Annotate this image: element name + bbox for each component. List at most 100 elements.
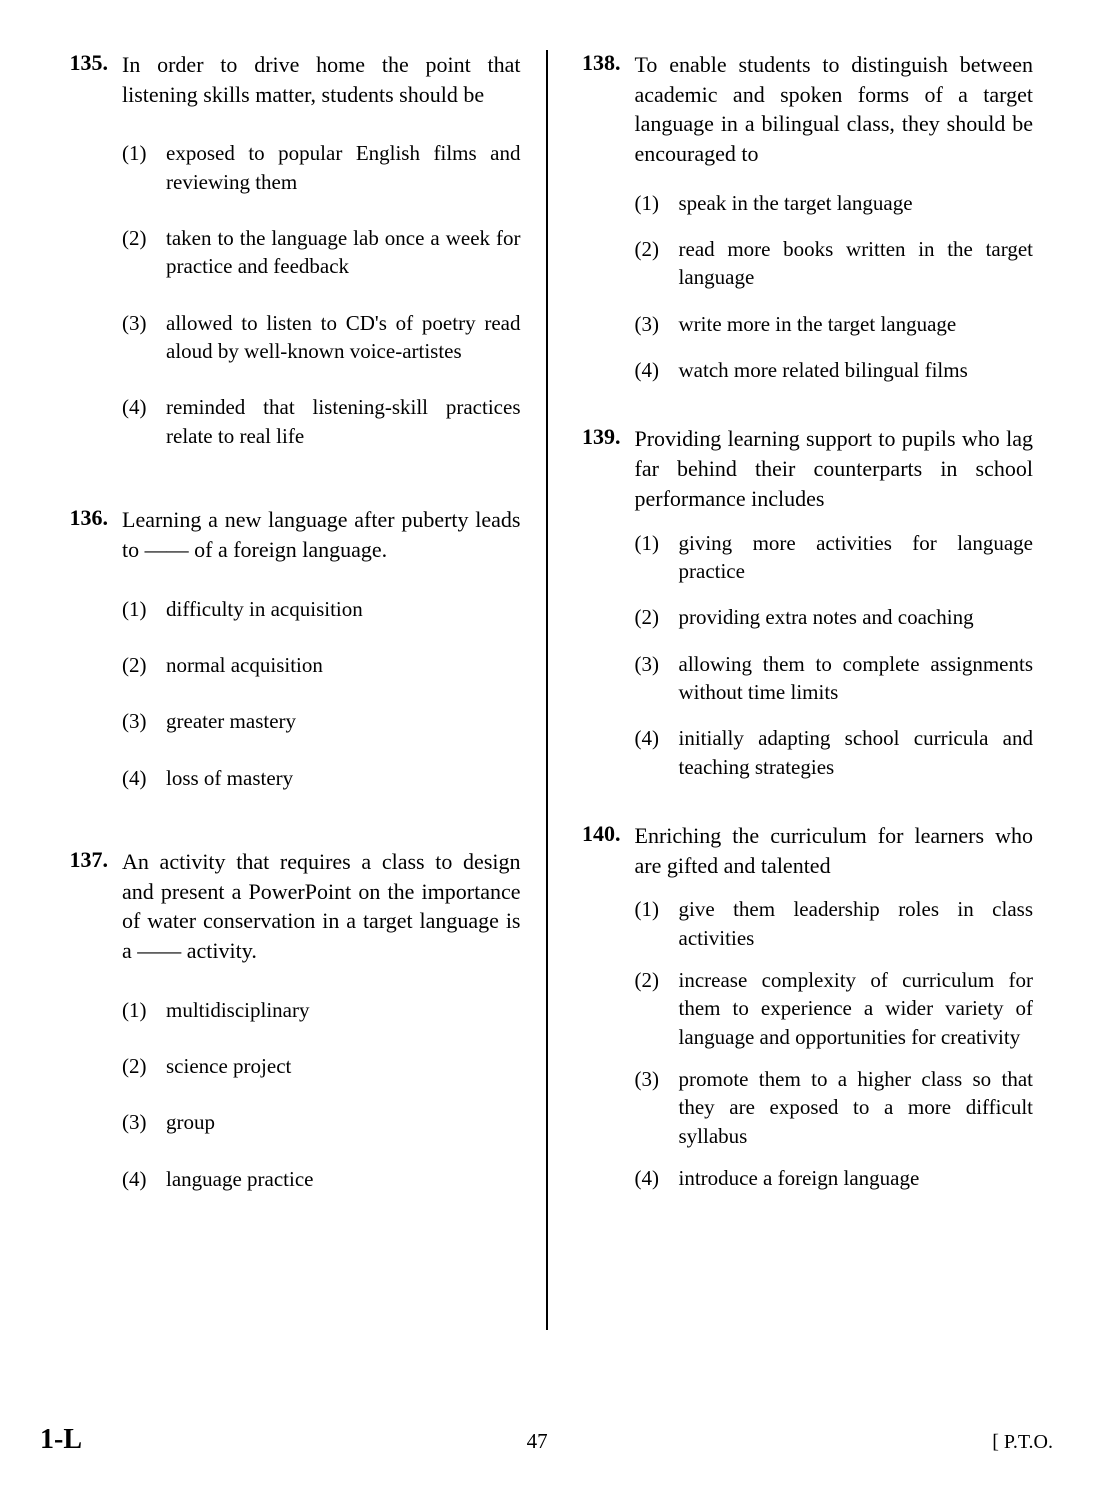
option: (3) allowing them to complete assignments… bbox=[635, 650, 1034, 707]
option: (1)exposed to popular English films and … bbox=[122, 139, 521, 196]
option: (4) language practice bbox=[122, 1165, 521, 1193]
option-text: multidisciplinary bbox=[166, 996, 521, 1024]
option: (2) read more books written in the target… bbox=[635, 235, 1034, 292]
option-text: difficulty in acquisition bbox=[166, 595, 521, 623]
option: (2)science project bbox=[122, 1052, 521, 1080]
option-number: (2) bbox=[122, 651, 154, 679]
option-text: reminded that listening-skill practices … bbox=[166, 393, 521, 450]
option-number: (1) bbox=[122, 996, 154, 1024]
options-list: (1)exposed to popular English films and … bbox=[60, 139, 521, 450]
option: (4)initially adapting school curricula a… bbox=[635, 724, 1034, 781]
question-137: 137. An activity that requires a class t… bbox=[60, 847, 521, 1193]
option: (4) loss of mastery bbox=[122, 764, 521, 792]
option-number: (3) bbox=[635, 650, 667, 678]
page-footer: 1-L 47 [ P.T.O. bbox=[40, 1424, 1053, 1456]
option: (2) taken to the language lab once a week… bbox=[122, 224, 521, 281]
question-stem: An activity that requires a class to des… bbox=[122, 847, 521, 966]
exam-page: 135. In order to drive home the point th… bbox=[0, 0, 1093, 1486]
column-divider bbox=[546, 50, 548, 1330]
option-text: read more books written in the target la… bbox=[679, 235, 1034, 292]
option: (3) greater mastery bbox=[122, 707, 521, 735]
option-number: (4) bbox=[122, 393, 154, 421]
option-text: introduce a foreign language bbox=[679, 1164, 1034, 1192]
options-list: (1)multidisciplinary (2)science project … bbox=[60, 996, 521, 1193]
option-number: (3) bbox=[635, 1065, 667, 1093]
option-number: (1) bbox=[122, 139, 154, 167]
question-number: 140. bbox=[573, 821, 621, 847]
option: (1) speak in the target language bbox=[635, 189, 1034, 217]
option-text: initially adapting school curricula and … bbox=[679, 724, 1034, 781]
question-row: 135. In order to drive home the point th… bbox=[60, 50, 521, 109]
option: (4) reminded that listening-skill practic… bbox=[122, 393, 521, 450]
question-row: 139. Providing learning support to pupil… bbox=[573, 424, 1034, 513]
option: (3) write more in the target language bbox=[635, 310, 1034, 338]
question-stem: To enable students to distinguish betwee… bbox=[635, 50, 1034, 169]
question-139: 139. Providing learning support to pupil… bbox=[573, 424, 1034, 780]
options-list: (1) give them leadership roles in class a… bbox=[573, 895, 1034, 1192]
options-list: (1) speak in the target language (2) read … bbox=[573, 189, 1034, 385]
question-number: 138. bbox=[573, 50, 621, 76]
option-text: allowing them to complete assignments wi… bbox=[679, 650, 1034, 707]
option: (2) increase complexity of curriculum for… bbox=[635, 966, 1034, 1051]
question-number: 139. bbox=[573, 424, 621, 450]
option-text: giving more activities for language prac… bbox=[679, 529, 1034, 586]
option-number: (3) bbox=[122, 707, 154, 735]
option-number: (1) bbox=[635, 895, 667, 923]
option-text: greater mastery bbox=[166, 707, 521, 735]
question-138: 138. To enable students to distinguish b… bbox=[573, 50, 1034, 384]
question-140: 140. Enriching the curriculum for learne… bbox=[573, 821, 1034, 1192]
option: (3) group bbox=[122, 1108, 521, 1136]
options-list: (1)giving more activities for language p… bbox=[573, 529, 1034, 781]
question-136: 136. Learning a new language after puber… bbox=[60, 505, 521, 792]
option-text: write more in the target language bbox=[679, 310, 1034, 338]
option-text: group bbox=[166, 1108, 521, 1136]
option: (1) difficulty in acquisition bbox=[122, 595, 521, 623]
option: (4) watch more related bilingual films bbox=[635, 356, 1034, 384]
question-row: 138. To enable students to distinguish b… bbox=[573, 50, 1034, 169]
question-stem: Providing learning support to pupils who… bbox=[635, 424, 1034, 513]
question-row: 137. An activity that requires a class t… bbox=[60, 847, 521, 966]
question-stem: In order to drive home the point that li… bbox=[122, 50, 521, 109]
option-text: give them leadership roles in class acti… bbox=[679, 895, 1034, 952]
option-number: (1) bbox=[122, 595, 154, 623]
option-number: (3) bbox=[635, 310, 667, 338]
option-number: (2) bbox=[635, 966, 667, 994]
option: (2) providing extra notes and coaching bbox=[635, 603, 1034, 631]
option-text: taken to the language lab once a week fo… bbox=[166, 224, 521, 281]
option: (2)normal acquisition bbox=[122, 651, 521, 679]
question-number: 136. bbox=[60, 505, 108, 531]
option-text: watch more related bilingual films bbox=[679, 356, 1034, 384]
option-number: (4) bbox=[122, 764, 154, 792]
options-list: (1) difficulty in acquisition (2)normal a… bbox=[60, 595, 521, 792]
option-number: (3) bbox=[122, 1108, 154, 1136]
columns-wrapper: 135. In order to drive home the point th… bbox=[40, 50, 1053, 1380]
question-stem: Enriching the curriculum for learners wh… bbox=[635, 821, 1034, 880]
question-row: 136. Learning a new language after puber… bbox=[60, 505, 521, 564]
option-text: language practice bbox=[166, 1165, 521, 1193]
option: (1) multidisciplinary bbox=[122, 996, 521, 1024]
option: (1)giving more activities for language p… bbox=[635, 529, 1034, 586]
question-number: 135. bbox=[60, 50, 108, 76]
option-number: (1) bbox=[635, 189, 667, 217]
option: (3)promote them to a higher class so tha… bbox=[635, 1065, 1034, 1150]
option-number: (2) bbox=[635, 603, 667, 631]
option-text: providing extra notes and coaching bbox=[679, 603, 1034, 631]
option-text: increase complexity of curriculum for th… bbox=[679, 966, 1034, 1051]
option: (4)introduce a foreign language bbox=[635, 1164, 1034, 1192]
right-column: 138. To enable students to distinguish b… bbox=[553, 50, 1054, 1380]
option-number: (2) bbox=[122, 224, 154, 252]
question-number: 137. bbox=[60, 847, 108, 873]
option-text: speak in the target language bbox=[679, 189, 1034, 217]
question-135: 135. In order to drive home the point th… bbox=[60, 50, 521, 450]
option-number: (4) bbox=[635, 356, 667, 384]
option-number: (2) bbox=[122, 1052, 154, 1080]
footer-code: 1-L bbox=[40, 1424, 82, 1456]
left-column: 135. In order to drive home the point th… bbox=[40, 50, 541, 1380]
option-number: (2) bbox=[635, 235, 667, 263]
option-number: (3) bbox=[122, 309, 154, 337]
question-stem: Learning a new language after puberty le… bbox=[122, 505, 521, 564]
footer-page-number: 47 bbox=[527, 1429, 548, 1454]
option-text: loss of mastery bbox=[166, 764, 521, 792]
option: (1) give them leadership roles in class a… bbox=[635, 895, 1034, 952]
option-number: (4) bbox=[122, 1165, 154, 1193]
